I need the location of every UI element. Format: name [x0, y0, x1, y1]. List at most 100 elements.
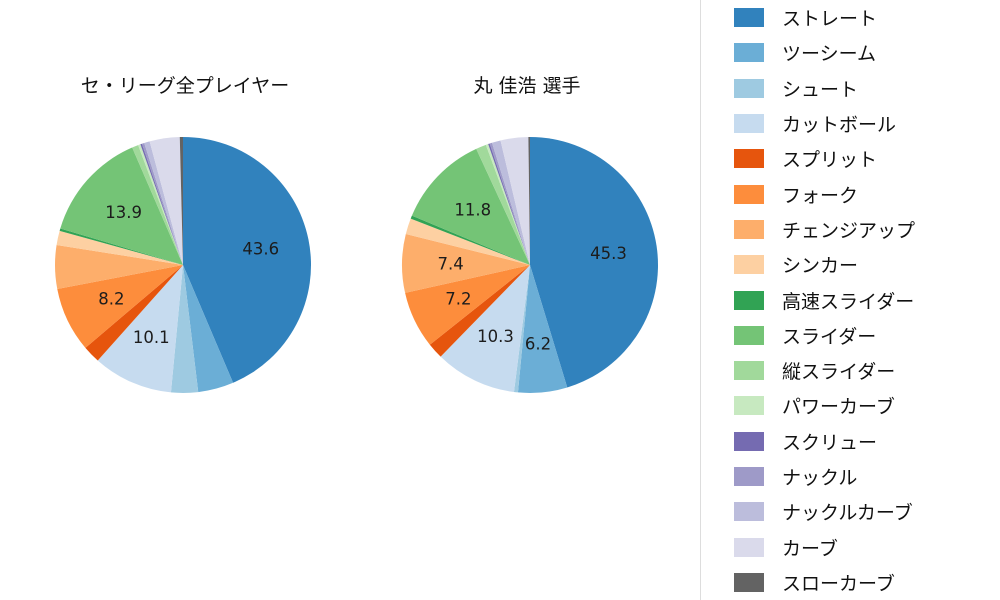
pie-value-label: 11.8 — [454, 201, 491, 220]
legend-item: スライダー — [701, 318, 1000, 353]
legend-swatch — [734, 114, 764, 134]
legend-item: カーブ — [701, 529, 1000, 564]
legend-swatch — [734, 78, 764, 98]
legend-item: ナックル — [701, 459, 1000, 494]
pie-value-label: 45.3 — [590, 244, 627, 263]
legend-label: フォーク — [782, 184, 859, 207]
legend-divider — [700, 0, 701, 600]
legend-label: シュート — [782, 78, 859, 101]
legend-label: ナックル — [782, 467, 858, 489]
legend-swatch — [734, 431, 764, 451]
pie-slice — [138, 144, 183, 265]
pie-slice — [405, 265, 530, 345]
legend-swatch — [734, 502, 764, 522]
legend-item: スプリット — [701, 141, 1000, 176]
legend-swatch — [734, 325, 764, 345]
pie-slice — [491, 140, 530, 265]
pie-value-label: 7.2 — [445, 290, 471, 309]
pie-slice — [56, 230, 183, 265]
legend-label: カットボール — [782, 114, 897, 137]
legend-label: ストレート — [782, 8, 878, 31]
pie-slice — [440, 265, 530, 392]
pie-value-label: 7.4 — [437, 255, 463, 274]
legend-item: ツーシーム — [701, 35, 1000, 70]
pie-slice — [517, 265, 568, 393]
legend-label: カーブ — [782, 537, 838, 560]
legend-item: ナックルカーブ — [701, 494, 1000, 529]
legend-swatch — [734, 361, 764, 381]
legend-swatch — [734, 396, 764, 416]
legend-swatch — [734, 149, 764, 169]
pie-slice — [485, 144, 530, 265]
pie-slice — [476, 144, 530, 265]
pie-slice — [401, 233, 530, 293]
pie-slice — [141, 143, 183, 265]
legend-swatch — [734, 290, 764, 310]
legend-item: シュート — [701, 71, 1000, 106]
legend-item: チェンジアップ — [701, 212, 1000, 247]
pie-slice — [410, 215, 530, 265]
legend-item: カットボール — [701, 106, 1000, 141]
pie-slice — [489, 142, 530, 265]
pie-slice — [513, 265, 530, 393]
pie-slice — [140, 143, 183, 265]
legend-swatch — [734, 43, 764, 63]
legend-label: スローカーブ — [782, 572, 895, 595]
pie-slice — [97, 265, 183, 393]
legend-label: スクリュー — [782, 431, 878, 454]
legend-swatch — [734, 184, 764, 204]
legend-item: シンカー — [701, 247, 1000, 282]
pie-slice — [59, 228, 183, 265]
legend-swatch — [734, 537, 764, 557]
pie-slice — [183, 137, 312, 383]
legend-label: スライダー — [782, 325, 877, 348]
legend-swatch — [734, 572, 764, 592]
pie-slice — [57, 265, 183, 348]
legend-label: パワーカーブ — [782, 396, 895, 419]
right-chart-title: 丸 佳浩 選手 — [473, 75, 581, 97]
pie-value-label: 43.6 — [242, 240, 279, 259]
pie-value-label: 8.2 — [98, 290, 124, 309]
legend-item: 縦スライダー — [701, 353, 1000, 388]
pie-slice — [55, 244, 183, 289]
legend-swatch — [734, 219, 764, 239]
pie-slice — [60, 147, 184, 265]
pie-slice — [530, 137, 659, 388]
pie-slice — [405, 218, 530, 265]
legend-label: スプリット — [782, 149, 878, 172]
pie-slice — [144, 141, 183, 265]
pie-slice — [411, 148, 530, 265]
pie-slice — [149, 137, 183, 265]
legend-swatch — [734, 8, 764, 28]
legend-swatch — [734, 467, 764, 486]
pie-value-label: 10.1 — [133, 328, 170, 347]
legend-label: ナックルカーブ — [782, 502, 913, 525]
legend-item: スローカーブ — [701, 565, 1000, 600]
legend-item: フォーク — [701, 176, 1000, 211]
legend-item: スクリュー — [701, 424, 1000, 459]
pie-slice — [429, 265, 530, 357]
pie-slice — [488, 143, 530, 265]
legend-item: ストレート — [701, 0, 1000, 35]
legend-item: パワーカーブ — [701, 388, 1000, 423]
pie-value-label: 10.3 — [477, 327, 514, 346]
legend: ストレートツーシームシュートカットボール スプリットフォークチェンジアップ シンカー… — [701, 0, 1000, 600]
pie-slice — [528, 137, 530, 265]
pie-value-label: 13.9 — [105, 203, 142, 222]
legend-label: 縦スライダー — [782, 361, 896, 384]
legend-label: チェンジアップ — [782, 219, 916, 242]
pie-slice — [132, 145, 183, 265]
pie-slice — [170, 265, 199, 393]
legend-label: 高速スライダー — [782, 290, 915, 313]
pie-slice — [85, 265, 183, 361]
pie-value-label: 6.2 — [525, 335, 551, 354]
legend-label: シンカー — [782, 255, 859, 278]
pie-slice — [183, 265, 234, 393]
legend-item: 高速スライダー — [701, 282, 1000, 317]
left-chart-title: セ・リーグ全プレイヤー — [80, 75, 290, 97]
legend-label: ツーシーム — [782, 43, 877, 66]
legend-swatch — [734, 255, 764, 275]
pie-slice — [179, 137, 183, 265]
